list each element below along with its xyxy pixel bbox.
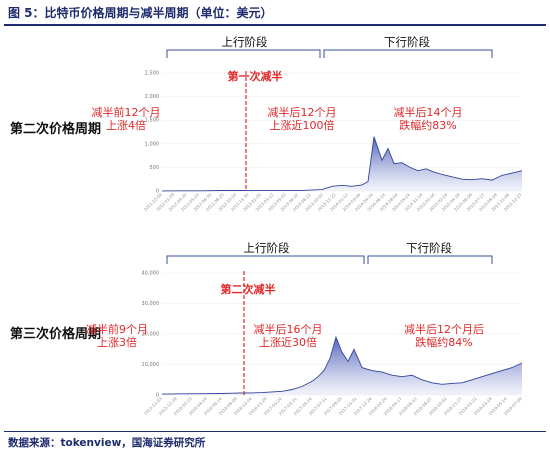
annotation: 减半前12个月上涨4倍 [92, 105, 161, 132]
y-tick-label: 2,000 [145, 94, 159, 100]
annotation: 减半后16个月上涨近30倍 [254, 322, 323, 349]
annotation-line: 上涨近30倍 [259, 335, 317, 349]
y-tick-label: 40,000 [142, 271, 160, 277]
phase-label-down: 下行阶段 [384, 35, 430, 49]
annotation: 减半后12个月上涨近100倍 [268, 105, 337, 132]
annotation: 减半后14个月跌幅约83% [394, 105, 463, 132]
y-tick-label: 30,000 [142, 301, 160, 307]
annotation-line: 减半后12个月后 [404, 322, 484, 336]
y-tick-label: 500 [149, 165, 159, 171]
y-tick-label: 20,000 [142, 332, 160, 338]
row-label-cycle-3: 第三次价格周期 [10, 327, 102, 342]
figure-title: 图 5：比特币价格周期与减半周期（单位：美元） [8, 6, 273, 20]
price-line [161, 136, 523, 192]
annotation-line: 上涨3倍 [97, 335, 137, 349]
annotation-line: 减半后14个月 [394, 105, 463, 119]
annotation-line: 减半后12个月 [268, 105, 337, 119]
price-area [162, 136, 522, 191]
cycle-panel-3: 上行阶段 下行阶段40,00030,00020,00010,00002015-11… [86, 241, 523, 416]
y-tick-label: 10,000 [142, 362, 160, 368]
cycle-panel-2: 上行阶段 下行阶段2,5002,0001,5001,00050002011-12-… [92, 35, 524, 212]
annotation: 减半前9个月上涨3倍 [86, 322, 148, 349]
annotation: 减半后12个月后跌幅约84% [404, 322, 484, 349]
price-line [161, 335, 523, 395]
annotation-line: 减半前9个月 [86, 322, 148, 336]
phase-label-up: 上行阶段 [244, 241, 290, 255]
bracket-up [166, 255, 365, 264]
annotation-line: 跌幅约84% [415, 335, 472, 349]
annotation-line: 上涨近100倍 [270, 118, 335, 132]
bottom-rule [4, 431, 546, 432]
title-rule [4, 24, 546, 26]
y-tick-label: 2,500 [145, 71, 159, 77]
phase-label-up: 上行阶段 [222, 35, 268, 49]
y-tick-label: 0 [156, 393, 159, 399]
halving-label: 第二次减半 [221, 282, 276, 296]
annotation-line: 减半前12个月 [92, 105, 161, 119]
phase-label-down: 下行阶段 [406, 241, 452, 255]
annotation-line: 上涨4倍 [106, 118, 146, 132]
bracket-down [367, 255, 493, 264]
y-tick-label: 1,000 [145, 141, 159, 147]
row-label-cycle-2: 第二次价格周期 [10, 122, 102, 137]
bracket-down [323, 49, 493, 58]
bracket-up [166, 49, 321, 58]
y-tick-label: 0 [156, 189, 159, 195]
y-tick-label: 1,500 [145, 118, 159, 124]
price-area [162, 337, 522, 395]
annotation-line: 跌幅约83% [399, 118, 456, 132]
halving-label: 第一次减半 [228, 69, 283, 83]
data-source: 数据来源：tokenview，国海证券研究所 [8, 437, 206, 449]
annotation-line: 减半后16个月 [254, 322, 323, 336]
